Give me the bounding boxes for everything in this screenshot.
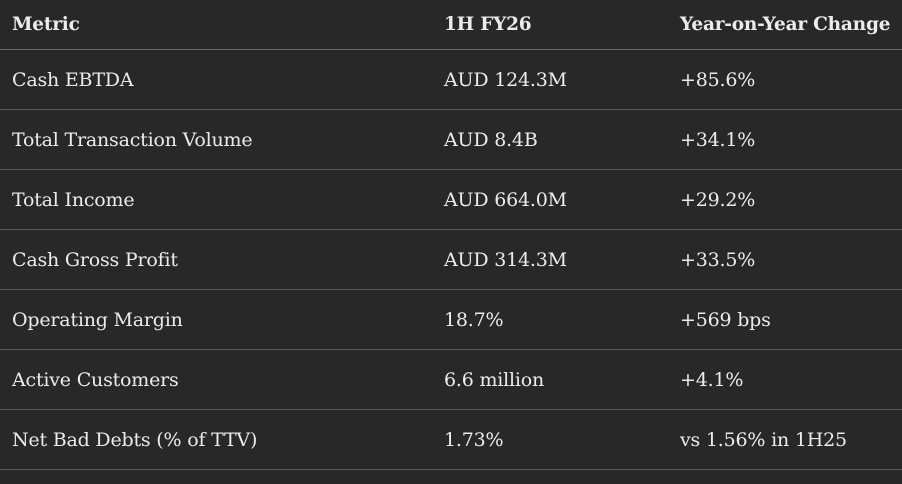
change-cell: +4.1% — [680, 368, 744, 391]
header-yoy-change: Year-on-Year Change — [680, 14, 891, 35]
table-header-row: Metric 1H FY26 Year-on-Year Change — [0, 0, 902, 50]
header-period: 1H FY26 — [444, 14, 532, 35]
table-row: Total Income AUD 664.0M +29.2% — [0, 170, 902, 230]
change-cell: +85.6% — [680, 68, 756, 91]
metric-cell: Operating Margin — [12, 308, 183, 331]
table-row: Cash Gross Profit AUD 314.3M +33.5% — [0, 230, 902, 290]
change-cell: +29.2% — [680, 188, 756, 211]
table-row: Net Bad Debts (% of TTV) 1.73% vs 1.56% … — [0, 410, 902, 470]
metric-cell: Net Bad Debts (% of TTV) — [12, 428, 258, 451]
value-cell: AUD 664.0M — [444, 188, 567, 211]
change-cell: +569 bps — [680, 308, 771, 331]
value-cell: AUD 124.3M — [444, 68, 567, 91]
table-row: Active Customers 6.6 million +4.1% — [0, 350, 902, 410]
metric-cell: Total Income — [12, 188, 135, 211]
metric-cell: Active Customers — [12, 368, 179, 391]
table-row: Total Transaction Volume AUD 8.4B +34.1% — [0, 110, 902, 170]
value-cell: AUD 314.3M — [444, 248, 567, 271]
change-cell: vs 1.56% in 1H25 — [680, 428, 847, 451]
metric-cell: Total Transaction Volume — [12, 128, 253, 151]
metric-cell: Cash EBTDA — [12, 68, 134, 91]
value-cell: AUD 8.4B — [444, 128, 538, 151]
value-cell: 1.73% — [444, 428, 504, 451]
change-cell: +33.5% — [680, 248, 756, 271]
metrics-table: Metric 1H FY26 Year-on-Year Change Cash … — [0, 0, 902, 470]
value-cell: 6.6 million — [444, 368, 545, 391]
value-cell: 18.7% — [444, 308, 504, 331]
metric-cell: Cash Gross Profit — [12, 248, 178, 271]
table-row: Operating Margin 18.7% +569 bps — [0, 290, 902, 350]
table-row: Cash EBTDA AUD 124.3M +85.6% — [0, 50, 902, 110]
header-metric: Metric — [12, 14, 80, 35]
change-cell: +34.1% — [680, 128, 756, 151]
